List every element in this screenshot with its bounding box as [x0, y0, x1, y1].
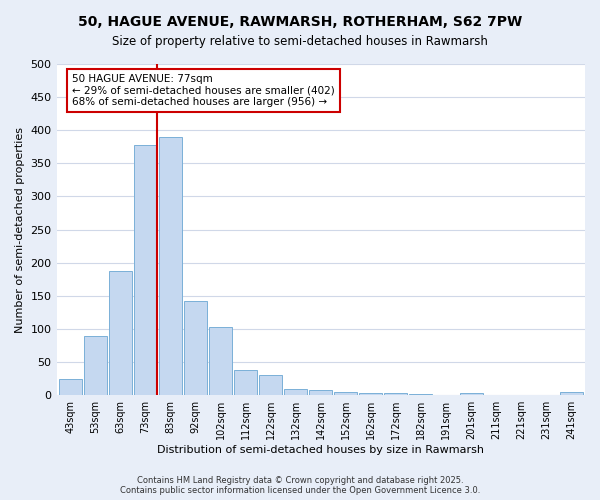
Text: 50, HAGUE AVENUE, RAWMARSH, ROTHERHAM, S62 7PW: 50, HAGUE AVENUE, RAWMARSH, ROTHERHAM, S… [78, 15, 522, 29]
X-axis label: Distribution of semi-detached houses by size in Rawmarsh: Distribution of semi-detached houses by … [157, 445, 484, 455]
Bar [485, 394, 508, 395]
Bar [134, 146, 157, 395]
Bar [59, 378, 82, 395]
Bar [434, 394, 458, 395]
Bar [284, 388, 307, 395]
Bar [385, 393, 407, 395]
Bar [109, 272, 132, 395]
Bar [509, 394, 533, 395]
Text: Size of property relative to semi-detached houses in Rawmarsh: Size of property relative to semi-detach… [112, 35, 488, 48]
Bar [84, 336, 107, 395]
Text: Contains HM Land Registry data © Crown copyright and database right 2025.
Contai: Contains HM Land Registry data © Crown c… [120, 476, 480, 495]
Bar [535, 394, 558, 395]
Y-axis label: Number of semi-detached properties: Number of semi-detached properties [15, 126, 25, 332]
Bar [209, 327, 232, 395]
Bar [334, 392, 358, 395]
Bar [409, 394, 433, 395]
Text: 50 HAGUE AVENUE: 77sqm
← 29% of semi-detached houses are smaller (402)
68% of se: 50 HAGUE AVENUE: 77sqm ← 29% of semi-det… [73, 74, 335, 107]
Bar [159, 137, 182, 395]
Bar [309, 390, 332, 395]
Bar [259, 376, 282, 395]
Bar [560, 392, 583, 395]
Bar [234, 370, 257, 395]
Bar [184, 301, 207, 395]
Bar [460, 392, 482, 395]
Bar [359, 392, 382, 395]
